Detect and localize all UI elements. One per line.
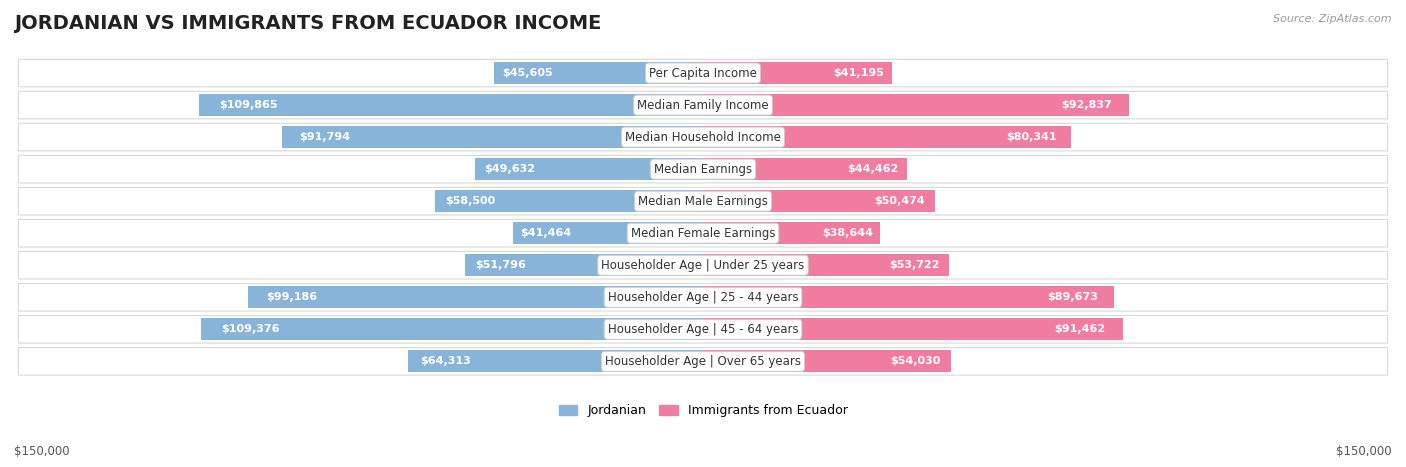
Bar xyxy=(703,126,1071,148)
Text: Median Household Income: Median Household Income xyxy=(626,131,780,144)
Text: $109,865: $109,865 xyxy=(219,100,278,110)
FancyBboxPatch shape xyxy=(18,347,1388,375)
Bar xyxy=(703,318,1122,340)
FancyBboxPatch shape xyxy=(18,92,1388,119)
Text: Median Earnings: Median Earnings xyxy=(654,163,752,176)
Bar xyxy=(703,222,880,244)
Bar xyxy=(703,158,907,180)
FancyBboxPatch shape xyxy=(18,283,1388,311)
FancyBboxPatch shape xyxy=(18,156,1388,183)
Text: $54,030: $54,030 xyxy=(890,356,941,366)
Text: Householder Age | Over 65 years: Householder Age | Over 65 years xyxy=(605,355,801,368)
Text: $89,673: $89,673 xyxy=(1047,292,1098,302)
Bar xyxy=(201,318,703,340)
Text: $38,644: $38,644 xyxy=(823,228,873,238)
Text: $41,195: $41,195 xyxy=(834,68,884,78)
Text: Median Female Earnings: Median Female Earnings xyxy=(631,226,775,240)
Text: Median Family Income: Median Family Income xyxy=(637,99,769,112)
Text: $80,341: $80,341 xyxy=(1007,132,1057,142)
Text: $45,605: $45,605 xyxy=(502,68,553,78)
Bar xyxy=(408,350,703,372)
FancyBboxPatch shape xyxy=(18,59,1388,87)
Text: $91,462: $91,462 xyxy=(1054,324,1105,334)
Bar xyxy=(494,62,703,84)
Text: $92,837: $92,837 xyxy=(1062,100,1112,110)
Text: $99,186: $99,186 xyxy=(266,292,318,302)
FancyBboxPatch shape xyxy=(18,187,1388,215)
FancyBboxPatch shape xyxy=(18,316,1388,343)
Text: $109,376: $109,376 xyxy=(221,324,280,334)
Text: JORDANIAN VS IMMIGRANTS FROM ECUADOR INCOME: JORDANIAN VS IMMIGRANTS FROM ECUADOR INC… xyxy=(14,14,602,33)
Bar xyxy=(247,286,703,308)
Bar xyxy=(703,255,949,276)
Text: $64,313: $64,313 xyxy=(420,356,471,366)
Text: $58,500: $58,500 xyxy=(446,196,496,206)
FancyBboxPatch shape xyxy=(18,123,1388,151)
Text: $44,462: $44,462 xyxy=(848,164,898,174)
Text: Source: ZipAtlas.com: Source: ZipAtlas.com xyxy=(1274,14,1392,24)
Bar xyxy=(703,350,950,372)
Text: Householder Age | Under 25 years: Householder Age | Under 25 years xyxy=(602,259,804,272)
Text: $50,474: $50,474 xyxy=(875,196,925,206)
Text: $41,464: $41,464 xyxy=(520,228,572,238)
Bar xyxy=(703,94,1129,116)
Text: Per Capita Income: Per Capita Income xyxy=(650,66,756,79)
Text: Median Male Earnings: Median Male Earnings xyxy=(638,195,768,208)
FancyBboxPatch shape xyxy=(18,251,1388,279)
Bar xyxy=(703,286,1115,308)
Bar xyxy=(703,62,891,84)
Bar xyxy=(513,222,703,244)
Text: Householder Age | 45 - 64 years: Householder Age | 45 - 64 years xyxy=(607,323,799,336)
Bar xyxy=(283,126,703,148)
Bar xyxy=(200,94,703,116)
Text: $51,796: $51,796 xyxy=(475,260,526,270)
FancyBboxPatch shape xyxy=(18,219,1388,247)
Bar xyxy=(465,255,703,276)
Bar xyxy=(475,158,703,180)
Text: Householder Age | 25 - 44 years: Householder Age | 25 - 44 years xyxy=(607,291,799,304)
Legend: Jordanian, Immigrants from Ecuador: Jordanian, Immigrants from Ecuador xyxy=(554,399,852,422)
Text: $91,794: $91,794 xyxy=(299,132,350,142)
Text: $150,000: $150,000 xyxy=(1336,445,1392,458)
Bar xyxy=(434,190,703,212)
Text: $53,722: $53,722 xyxy=(889,260,939,270)
Bar xyxy=(703,190,935,212)
Text: $150,000: $150,000 xyxy=(14,445,70,458)
Text: $49,632: $49,632 xyxy=(485,164,536,174)
